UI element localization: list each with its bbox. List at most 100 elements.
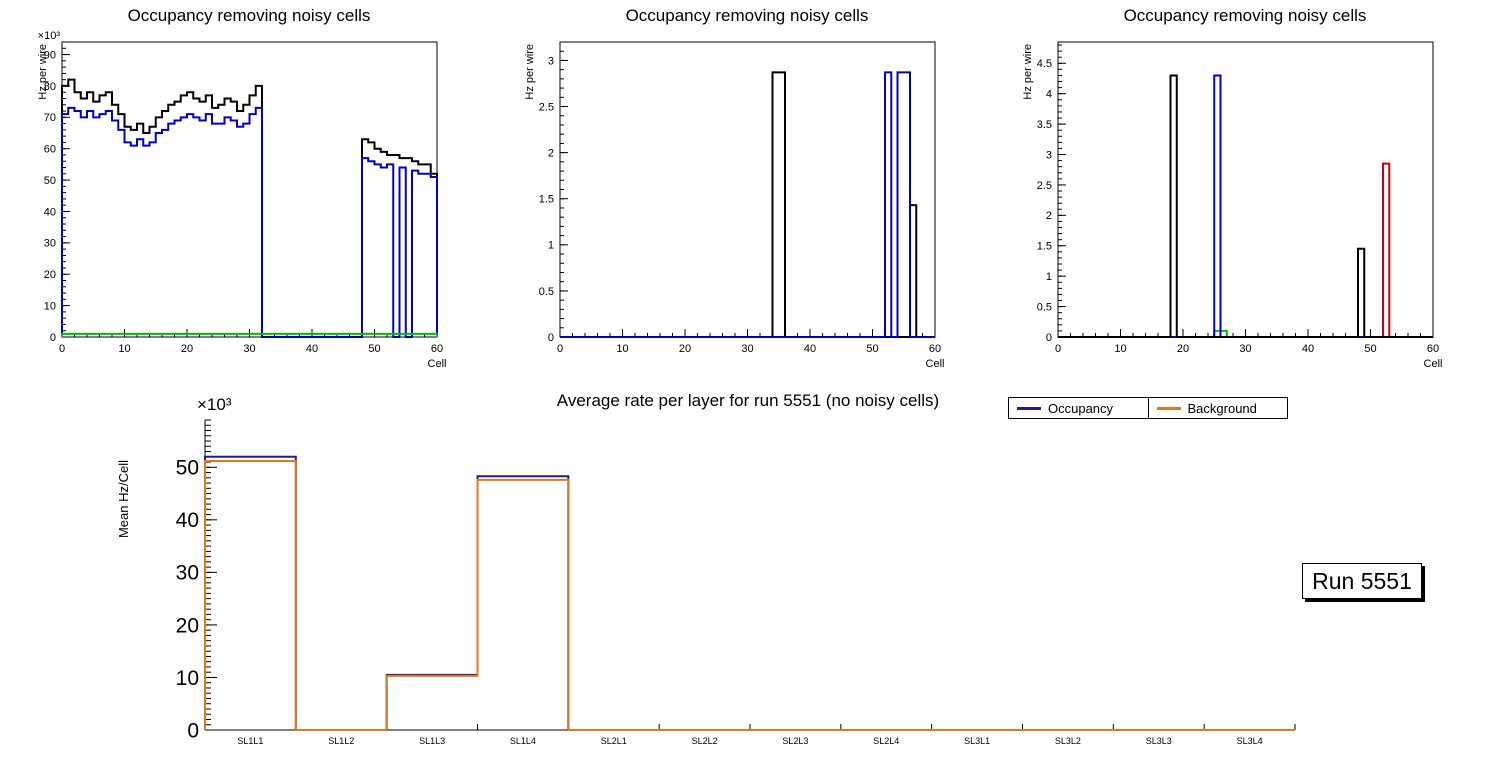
- y-tick-label: 40: [44, 206, 56, 218]
- x-tick-label: 30: [741, 343, 753, 355]
- x-tick-label: 40: [804, 343, 816, 355]
- x-tick-label: 60: [929, 343, 941, 355]
- y-tick-label: 70: [44, 112, 56, 124]
- x-tick-label: 40: [1302, 343, 1314, 355]
- y-tick-label: 80: [44, 81, 56, 93]
- background-line-swatch: [1156, 406, 1181, 410]
- y-tick-label: 1.5: [1037, 241, 1052, 253]
- y-tick-label: 2.5: [1037, 180, 1052, 192]
- x-category-label: SL3L4: [1237, 736, 1263, 746]
- x-category-label: SL3L2: [1055, 736, 1081, 746]
- y-tick-label: 3: [548, 55, 554, 67]
- x-tick-label: 0: [59, 343, 65, 355]
- occupancy-line-swatch: [1017, 406, 1041, 410]
- series-black: [61, 78, 438, 338]
- x-tick-label: 0: [557, 343, 563, 355]
- y-axis-title: Hz per wire: [524, 44, 536, 100]
- series-red: [1058, 162, 1433, 338]
- occupancy-panel-3: Occupancy removing noisy cells 0 0.5 1 1.5 2…: [996, 0, 1494, 385]
- rate-chart-title: Average rate per layer for run 5551 (no …: [556, 391, 940, 410]
- y-tick-label: 0.5: [1037, 301, 1052, 313]
- x-category-label: SL2L1: [601, 736, 627, 746]
- y-tick-label: 30: [44, 238, 56, 250]
- legend-entry-background: Background: [1147, 398, 1288, 418]
- series-black: [1058, 74, 1433, 338]
- y-tick-label: 20: [176, 614, 199, 637]
- y-scale-note: ×10³: [38, 30, 61, 42]
- y-tick-label: 4: [1046, 89, 1052, 101]
- occupancy-panel-1: Occupancy removing noisy cells 0 10 20 30 40…: [0, 0, 498, 385]
- x-category-label: SL3L3: [1146, 736, 1172, 746]
- legend-label-background: Background: [1187, 400, 1257, 416]
- x-axis-title: Cell: [1424, 358, 1443, 370]
- legend-label-occupancy: Occupancy: [1048, 400, 1114, 416]
- x-tick-label: 10: [1114, 343, 1126, 355]
- rate-chart-canvas: 0 10 20 30 40 50 SL1L1 SL1L2 SL1L3 SL1L4 SL2L1 SL2L…: [116, 395, 1296, 746]
- x-tick-label: 50: [368, 343, 380, 355]
- x-category-label: SL2L4: [873, 736, 899, 746]
- run-number-label: Run 5551: [1312, 567, 1412, 594]
- y-axis-title: Hz per wire: [37, 44, 49, 100]
- y-tick-label: 1.5: [539, 194, 554, 206]
- y-tick-label: 40: [176, 509, 199, 532]
- y-tick-label: 20: [44, 269, 56, 281]
- chart-title-2: Occupancy removing noisy cells: [625, 6, 869, 25]
- x-axis-title: Cell: [428, 358, 447, 370]
- run-number-box: Run 5551: [1302, 563, 1422, 599]
- x-category-label: SL1L4: [510, 736, 536, 746]
- x-axis-title: Cell: [926, 358, 945, 370]
- y-tick-label: 1: [1046, 271, 1052, 283]
- legend: Occupancy Background: [1008, 397, 1288, 419]
- y-tick-label: 30: [176, 562, 199, 585]
- series-background: [204, 459, 1295, 731]
- x-tick-label: 40: [306, 343, 318, 355]
- x-tick-label: 20: [1177, 343, 1189, 355]
- x-category-label: SL3L1: [964, 736, 990, 746]
- y-scale-note: ×10³: [197, 395, 232, 414]
- y-tick-label: 10: [176, 667, 199, 690]
- y-tick-label: 0: [187, 719, 199, 742]
- series-blue: [560, 71, 935, 338]
- y-tick-label: 2: [1046, 210, 1052, 222]
- y-tick-label: 1: [548, 240, 554, 252]
- x-tick-label: 20: [679, 343, 691, 355]
- bottom-section: Average rate per layer for run 5551 (no …: [0, 385, 1496, 772]
- y-tick-label: 0: [1046, 332, 1052, 344]
- x-tick-label: 0: [1055, 343, 1061, 355]
- y-tick-label: 0: [548, 332, 554, 344]
- legend-entry-occupancy: Occupancy: [1009, 398, 1148, 418]
- chart-title-1: Occupancy removing noisy cells: [127, 6, 371, 25]
- x-tick-label: 30: [1239, 343, 1251, 355]
- series-blue: [1058, 74, 1433, 338]
- x-category-label: SL1L3: [419, 736, 445, 746]
- x-category-label: SL1L1: [237, 736, 263, 746]
- x-category-label: SL1L2: [328, 736, 354, 746]
- y-tick-label: 90: [44, 49, 56, 61]
- occupancy-chart-3-canvas: 0 0.5 1 1.5 2 2.5 3 3.5 4 4.5 0 10 20 30 40 50 60 Hz per …: [1022, 41, 1443, 370]
- occupancy-chart-1-canvas: 0 10 20 30 40 50 60 70 80 90 0 10 20 30 40 50 60 Hz per w…: [37, 30, 447, 370]
- series-blue: [61, 106, 438, 338]
- y-axis-title: Hz per wire: [1022, 44, 1034, 100]
- y-tick-label: 3: [1046, 149, 1052, 161]
- x-tick-label: 10: [616, 343, 628, 355]
- y-tick-label: 2.5: [539, 101, 554, 113]
- y-tick-label: 2: [548, 147, 554, 159]
- occupancy-panel-2: Occupancy removing noisy cells 0 0.5 1 1.5 2…: [498, 0, 996, 385]
- y-tick-label: 0: [50, 332, 56, 344]
- series-black: [560, 71, 935, 338]
- y-axis-title: Mean Hz/Cell: [116, 460, 131, 538]
- y-tick-label: 3.5: [1037, 119, 1052, 131]
- plot-frame: [61, 41, 438, 338]
- y-tick-label: 60: [44, 144, 56, 156]
- x-category-label: SL2L2: [692, 736, 718, 746]
- top-row: Occupancy removing noisy cells 0 10 20 30 40…: [0, 0, 1496, 385]
- y-tick-label: 4.5: [1037, 58, 1052, 70]
- x-tick-label: 20: [181, 343, 193, 355]
- x-tick-label: 60: [1427, 343, 1439, 355]
- x-tick-label: 50: [866, 343, 878, 355]
- y-tick-label: 50: [176, 457, 199, 480]
- plot-frame: [559, 41, 936, 338]
- y-tick-label: 0.5: [539, 286, 554, 298]
